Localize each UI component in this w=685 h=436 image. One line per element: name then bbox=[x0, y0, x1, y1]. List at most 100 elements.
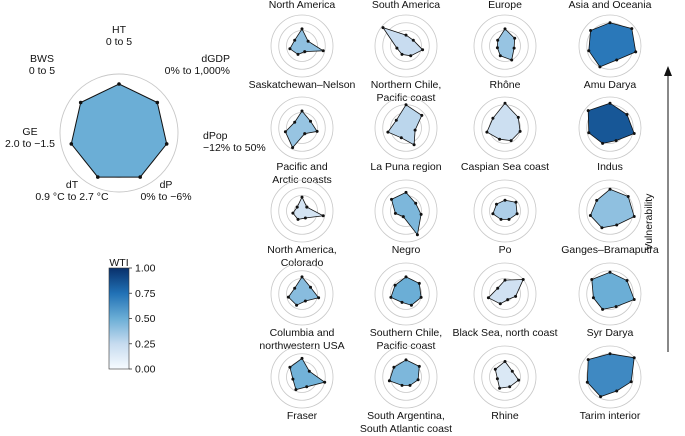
grid-ring bbox=[278, 187, 326, 235]
data-point bbox=[306, 39, 310, 43]
data-point bbox=[305, 385, 309, 389]
reference-axis-range: 0 to 5 bbox=[106, 36, 132, 48]
data-point bbox=[600, 226, 604, 230]
grid-ring bbox=[473, 345, 537, 409]
data-point bbox=[138, 175, 142, 179]
reference-axis-name: dT bbox=[66, 179, 79, 191]
data-point bbox=[416, 378, 420, 382]
grid-ring bbox=[473, 179, 537, 243]
data-point bbox=[503, 198, 507, 202]
basin-label: Syr Darya bbox=[587, 327, 634, 339]
data-point bbox=[601, 141, 605, 145]
grid-ring bbox=[578, 179, 642, 243]
reference-axis-name: GE bbox=[22, 126, 37, 138]
data-point bbox=[399, 136, 403, 140]
data-point bbox=[404, 190, 408, 194]
data-point bbox=[291, 146, 295, 150]
basin-polygon bbox=[494, 360, 520, 389]
data-point bbox=[400, 383, 404, 387]
data-point bbox=[69, 142, 74, 146]
grid-ring bbox=[473, 14, 537, 78]
grid-ring bbox=[481, 22, 529, 70]
data-point bbox=[381, 26, 385, 30]
basin-radar: South Argentina,South Atlantic coast bbox=[360, 345, 452, 435]
data-point bbox=[421, 48, 425, 52]
region-header: Europe bbox=[488, 0, 522, 11]
data-point bbox=[615, 223, 619, 227]
basin-label: Tarim interior bbox=[580, 410, 641, 422]
grid-ring bbox=[374, 96, 438, 160]
basin-polygon bbox=[589, 188, 635, 229]
data-point bbox=[307, 369, 311, 373]
data-point bbox=[495, 46, 499, 50]
region-header: South America bbox=[372, 0, 440, 11]
grid-ring bbox=[382, 353, 430, 401]
data-point bbox=[632, 356, 636, 360]
data-point bbox=[591, 296, 595, 300]
grid-ring bbox=[473, 262, 537, 326]
data-point bbox=[412, 143, 416, 147]
basin-polygon bbox=[387, 104, 423, 146]
data-point bbox=[521, 278, 525, 281]
colorbar: WTI 1.00 0.75 0.50 0.25 0.00 bbox=[108, 257, 156, 376]
reference-axis-name: dPop bbox=[203, 130, 228, 142]
data-point bbox=[509, 139, 513, 143]
colorbar-gradient bbox=[108, 267, 130, 370]
reference-axis-range: 0% to −6% bbox=[140, 191, 191, 203]
data-point bbox=[395, 46, 399, 50]
basin-radar: Ganges–Bramaputra bbox=[561, 179, 659, 256]
grid-ring bbox=[270, 14, 334, 78]
grid-ring bbox=[382, 270, 430, 318]
basin-polygon bbox=[284, 110, 318, 149]
data-point bbox=[393, 211, 397, 215]
data-point bbox=[498, 302, 502, 306]
basin-radar: Rhône bbox=[473, 14, 537, 91]
data-point bbox=[503, 278, 507, 282]
data-point bbox=[404, 358, 408, 362]
data-point bbox=[288, 365, 292, 369]
grid-ring bbox=[278, 22, 326, 70]
data-point bbox=[496, 286, 500, 290]
data-point bbox=[625, 113, 629, 116]
region-header: North America bbox=[269, 0, 336, 11]
reference-axis-name: dGDP bbox=[201, 53, 230, 65]
data-point bbox=[599, 395, 603, 399]
basin-label: Black Sea, north coast bbox=[452, 327, 557, 339]
data-point bbox=[393, 283, 397, 287]
data-point bbox=[300, 275, 304, 279]
data-point bbox=[626, 195, 630, 198]
grid-ring bbox=[270, 262, 334, 326]
basin-polygon bbox=[391, 191, 422, 236]
data-point bbox=[493, 367, 497, 371]
data-point bbox=[415, 233, 419, 237]
colorbar-tick-label: 1.00 bbox=[135, 263, 156, 275]
data-point bbox=[507, 217, 511, 221]
grid-ring bbox=[278, 104, 326, 152]
data-point bbox=[608, 187, 612, 191]
data-point bbox=[632, 215, 636, 218]
data-point bbox=[589, 29, 593, 32]
data-point bbox=[630, 27, 634, 31]
basin-radar: La Puna region bbox=[370, 96, 442, 173]
basin-radar: Saskatchewan–Nelson bbox=[249, 14, 356, 91]
data-point bbox=[300, 27, 304, 31]
basin-polygon bbox=[287, 276, 320, 306]
grid-ring bbox=[473, 96, 537, 160]
data-point bbox=[288, 47, 292, 51]
grid-ring bbox=[374, 14, 438, 78]
data-point bbox=[615, 389, 619, 393]
grid-ring bbox=[390, 30, 422, 62]
grid-ring bbox=[489, 195, 521, 227]
basin-label: La Puna region bbox=[370, 161, 441, 173]
data-point bbox=[404, 103, 408, 107]
grid-ring bbox=[481, 270, 529, 318]
basin-label: Rhône bbox=[490, 79, 521, 91]
basin-radar: Amu Darya bbox=[578, 14, 642, 91]
data-point bbox=[389, 295, 393, 299]
data-point bbox=[629, 380, 633, 384]
data-point bbox=[293, 120, 297, 124]
